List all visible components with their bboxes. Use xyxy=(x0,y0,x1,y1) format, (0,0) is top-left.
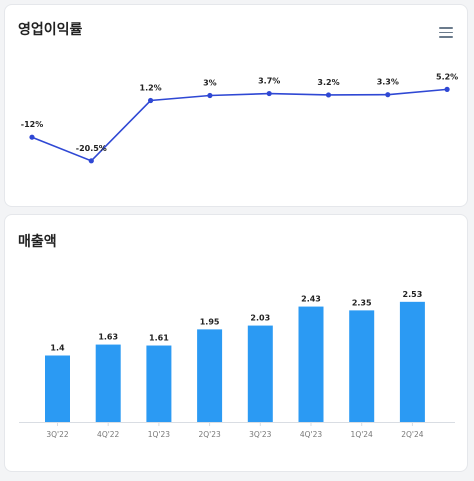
revenue-card: 매출액 1.4 3Q'22 1.63 4Q'22 1.61 1Q'23 1.95 2Q'23 2… xyxy=(4,214,468,472)
operating-margin-point[interactable] xyxy=(385,92,391,98)
revenue-bar[interactable] xyxy=(247,325,273,422)
x-axis-tick-label: 2Q'24 xyxy=(401,430,424,439)
revenue-data-label: 1.61 xyxy=(149,334,169,343)
revenue-data-label: 1.95 xyxy=(200,317,220,326)
operating-margin-point[interactable] xyxy=(148,97,154,104)
operating-margin-point[interactable] xyxy=(88,158,94,164)
x-axis-tick-label: 1Q'24 xyxy=(351,430,374,439)
operating-margin-data-label: -12% xyxy=(21,120,43,129)
revenue-data-label: 2.35 xyxy=(352,298,372,307)
revenue-data-label: 2.53 xyxy=(403,290,423,299)
operating-margin-data-label: 5.2% xyxy=(436,72,458,81)
revenue-title: 매출액 xyxy=(18,234,57,250)
revenue-bar[interactable] xyxy=(146,345,172,422)
x-axis-tick-label: 1Q'23 xyxy=(148,430,171,439)
x-axis-tick-label: 4Q'22 xyxy=(97,430,120,439)
x-axis-tick-label: 3Q'23 xyxy=(249,430,272,439)
revenue-data-label: 1.4 xyxy=(50,344,65,353)
operating-margin-point[interactable] xyxy=(325,92,332,98)
operating-margin-point[interactable] xyxy=(29,134,35,140)
revenue-bar[interactable] xyxy=(197,329,223,422)
revenue-data-label: 2.43 xyxy=(301,295,321,304)
operating-margin-data-label: 3.7% xyxy=(258,77,280,86)
revenue-bar[interactable] xyxy=(399,301,425,422)
operating-margin-chart: -12% -20.5% 1.2% 3% 3.7% 3.2% 3.3% 5.2% xyxy=(21,72,458,164)
operating-margin-title: 영업이익률 xyxy=(18,22,83,38)
revenue-chart: 1.4 3Q'22 1.63 4Q'22 1.61 1Q'23 1.95 2Q'23 2.03 3… xyxy=(19,290,455,439)
operating-margin-card: 영업이익률 -12% -20.5% 1.2% 3% 3.7% 3.2% 3.3% 5.2% xyxy=(4,4,468,207)
operating-margin-data-label: 3.3% xyxy=(377,78,399,87)
revenue-bar[interactable] xyxy=(349,310,375,422)
revenue-bar[interactable] xyxy=(45,355,70,423)
operating-margin-point[interactable] xyxy=(266,90,272,97)
operating-margin-data-label: 3% xyxy=(203,79,217,88)
operating-margin-line xyxy=(31,88,448,162)
operating-margin-point[interactable] xyxy=(444,86,450,92)
operating-margin-data-label: 1.2% xyxy=(140,84,162,93)
x-axis-tick-label: 3Q'22 xyxy=(46,430,69,439)
x-axis-tick-label: 2Q'23 xyxy=(198,430,221,439)
hamburger-menu-icon[interactable] xyxy=(439,27,453,38)
operating-margin-data-label: -20.5% xyxy=(76,144,107,153)
x-axis-tick-label: 4Q'23 xyxy=(300,430,323,439)
operating-margin-point[interactable] xyxy=(207,92,213,99)
revenue-bar[interactable] xyxy=(95,344,121,422)
revenue-bar[interactable] xyxy=(298,306,324,422)
operating-margin-data-label: 3.2% xyxy=(317,78,339,87)
revenue-data-label: 2.03 xyxy=(250,314,270,323)
revenue-data-label: 1.63 xyxy=(98,333,118,342)
